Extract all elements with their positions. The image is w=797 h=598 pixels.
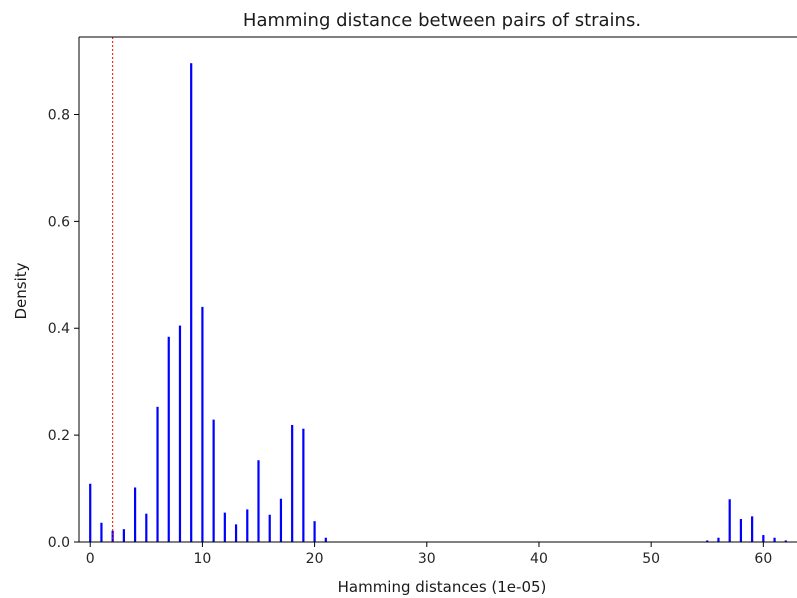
- bar: [706, 540, 709, 542]
- x-tick-label: 10: [193, 551, 211, 567]
- y-tick-label: 0.4: [48, 321, 70, 337]
- bars-group: [89, 63, 787, 542]
- y-axis-label: Density: [12, 262, 30, 319]
- bar: [145, 513, 148, 542]
- bar: [257, 460, 260, 542]
- bar: [784, 540, 787, 542]
- x-tick-label: 40: [530, 551, 548, 567]
- bar: [133, 487, 137, 542]
- x-tick-label: 60: [754, 551, 772, 567]
- bar: [762, 535, 765, 542]
- axes-group: 0 10 20 30 40 50 60 0.0 0.2 0.4 0.6 0.8: [48, 36, 797, 567]
- x-tick-label: 30: [418, 551, 436, 567]
- x-tick-label: 50: [642, 551, 660, 567]
- bar: [324, 537, 327, 542]
- x-axis-label: Hamming distances (1e-05): [338, 578, 547, 596]
- y-tick-label: 0.6: [48, 214, 70, 230]
- y-tick-label: 0.8: [48, 107, 70, 123]
- bar: [773, 537, 776, 542]
- bar: [178, 325, 182, 542]
- bar: [111, 530, 114, 542]
- bar: [122, 529, 125, 542]
- bar: [89, 483, 92, 542]
- bar: [717, 537, 720, 542]
- y-tick-label: 0.0: [48, 535, 70, 551]
- bar: [291, 424, 294, 542]
- bar: [268, 514, 271, 542]
- x-tick-label: 0: [86, 551, 95, 567]
- bar: [167, 336, 170, 542]
- bar: [739, 519, 743, 542]
- bar: [234, 524, 238, 542]
- bar: [246, 509, 249, 542]
- bar: [190, 63, 193, 542]
- bar: [223, 512, 226, 542]
- bar: [728, 499, 731, 542]
- x-tick-label: 20: [306, 551, 324, 567]
- bar: [201, 306, 204, 542]
- y-tick-label: 0.2: [48, 428, 70, 444]
- bar: [100, 522, 103, 542]
- bar: [156, 406, 159, 542]
- bar: [279, 498, 283, 542]
- bar: [302, 428, 305, 542]
- chart-title: Hamming distance between pairs of strain…: [243, 10, 641, 31]
- bar: [313, 521, 316, 542]
- bar: [751, 516, 754, 542]
- bar: [212, 419, 215, 542]
